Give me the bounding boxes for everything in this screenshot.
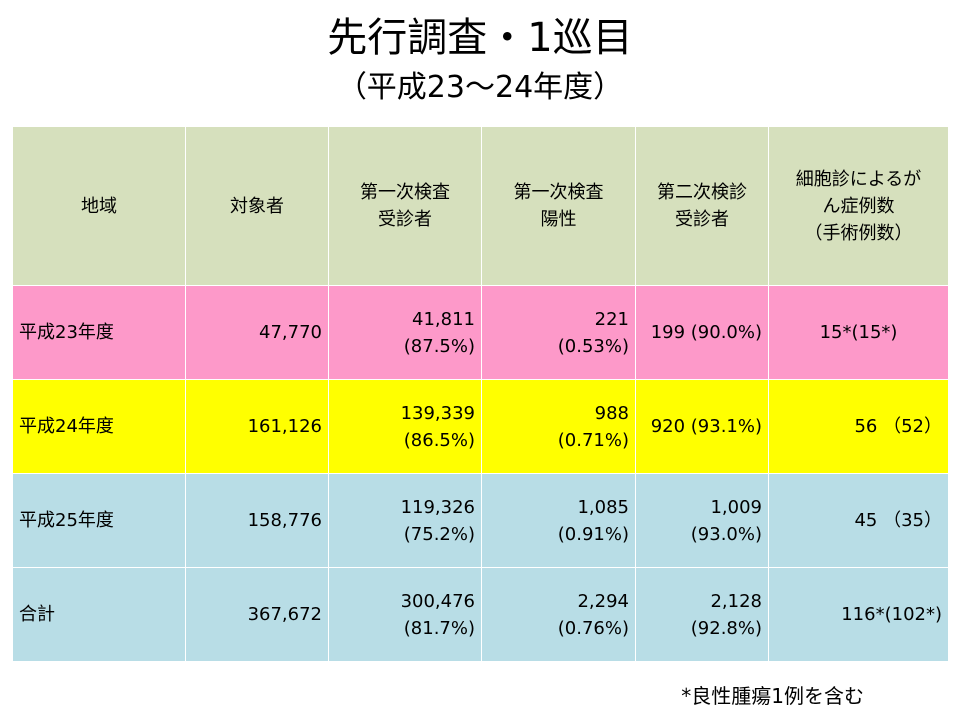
cell-text: 2,294 xyxy=(577,590,629,612)
cell-text: 1,009 xyxy=(710,496,762,518)
header-target: 対象者 xyxy=(185,126,329,286)
cell-text: 221 xyxy=(594,308,629,330)
cell-text: 合計 xyxy=(19,604,55,625)
cell-target: 158,776 xyxy=(185,473,329,568)
cell-text: 139,339 xyxy=(400,402,475,424)
cell-text: (93.0%) xyxy=(690,523,762,545)
cell-first-exam: 119,326 (75.2%) xyxy=(328,473,482,568)
cell-text: 56 （52） xyxy=(854,416,942,437)
cell-text: (0.76%) xyxy=(557,617,629,639)
cell-text: 158,776 xyxy=(247,510,322,531)
header-first-positive: 第一次検査 陽性 xyxy=(481,126,636,286)
cell-first-positive: 988 (0.71%) xyxy=(481,379,636,474)
cell-text: (75.2%) xyxy=(403,523,475,545)
cell-region: 平成23年度 xyxy=(12,285,186,380)
cell-region: 平成24年度 xyxy=(12,379,186,474)
cell-text: (87.5%) xyxy=(403,335,475,357)
page-subtitle: （平成23～24年度） xyxy=(336,70,624,105)
cell-text: (0.71%) xyxy=(557,429,629,451)
cell-text: 47,770 xyxy=(259,322,322,343)
cell-text: 41,811 xyxy=(412,308,475,330)
cell-first-exam: 41,811 (87.5%) xyxy=(328,285,482,380)
cell-second-exam: 1,009 (93.0%) xyxy=(635,473,769,568)
cell-text: 988 xyxy=(594,402,629,424)
cell-text: 平成23年度 xyxy=(19,322,114,343)
header-row: 地域 対象者 第一次検査 受診者 第一次検査 陽性 第二次検診 受診者 細胞診に… xyxy=(12,126,949,286)
cell-first-positive: 2,294 (0.76%) xyxy=(481,567,636,662)
header-text: 細胞診によるが xyxy=(795,168,922,190)
header-text: 陽性 xyxy=(540,209,577,230)
cell-text: 平成25年度 xyxy=(19,510,114,531)
header-first-exam: 第一次検査 受診者 xyxy=(328,126,482,286)
cell-target: 47,770 xyxy=(185,285,329,380)
cell-first-exam: 139,339 (86.5%) xyxy=(328,379,482,474)
cell-target: 161,126 xyxy=(185,379,329,474)
header-text: （手術例数） xyxy=(804,222,913,244)
header-region: 地域 xyxy=(12,126,186,286)
header-text: 第一次検査 xyxy=(360,182,450,203)
table-row-h25: 平成25年度 158,776 119,326 (75.2%) 1,085 (0.… xyxy=(12,473,949,568)
cell-first-positive: 221 (0.53%) xyxy=(481,285,636,380)
header-text: 対象者 xyxy=(230,195,284,217)
cell-text: 116*(102*) xyxy=(841,604,942,625)
cell-text: 367,672 xyxy=(247,604,322,625)
cell-region: 合計 xyxy=(12,567,186,662)
cell-cancer-cases: 15*(15*) xyxy=(768,285,949,380)
page-title: 先行調査・1巡目 xyxy=(327,15,633,61)
header-text: ん症例数 xyxy=(822,195,895,217)
cell-text: (0.53%) xyxy=(557,335,629,357)
header-text: 受診者 xyxy=(675,209,729,230)
cell-target: 367,672 xyxy=(185,567,329,662)
cell-text: 45 （35） xyxy=(854,510,942,531)
table-row-h24: 平成24年度 161,126 139,339 (86.5%) 988 (0.71… xyxy=(12,379,949,474)
cell-cancer-cases: 56 （52） xyxy=(768,379,949,474)
cell-first-positive: 1,085 (0.91%) xyxy=(481,473,636,568)
cell-text: 1,085 xyxy=(577,496,629,518)
cell-first-exam: 300,476 (81.7%) xyxy=(328,567,482,662)
cell-text: 119,326 xyxy=(400,496,475,518)
cell-text: (92.8%) xyxy=(690,617,762,639)
cell-text: (0.91%) xyxy=(557,523,629,545)
cell-second-exam: 199 (90.0%) xyxy=(635,285,769,380)
cell-text: 161,126 xyxy=(247,416,322,437)
cell-cancer-cases: 45 （35） xyxy=(768,473,949,568)
table-row-h23: 平成23年度 47,770 41,811 (87.5%) 221 (0.53%)… xyxy=(12,285,949,380)
cell-text: (81.7%) xyxy=(403,617,475,639)
cell-text: 平成24年度 xyxy=(19,416,114,437)
cell-text: 199 (90.0%) xyxy=(650,322,762,343)
cell-second-exam: 920 (93.1%) xyxy=(635,379,769,474)
cell-text: 15*(15*) xyxy=(819,322,898,343)
cell-text: 2,128 xyxy=(710,590,762,612)
survey-table: 地域 対象者 第一次検査 受診者 第一次検査 陽性 第二次検診 受診者 細胞診に… xyxy=(12,126,949,662)
cell-text: 300,476 xyxy=(400,590,475,612)
header-text: 第一次検査 xyxy=(513,182,604,203)
cell-text: (86.5%) xyxy=(403,429,475,451)
cell-cancer-cases: 116*(102*) xyxy=(768,567,949,662)
footnote: *良性腫瘍1例を含む xyxy=(681,684,864,708)
cell-region: 平成25年度 xyxy=(12,473,186,568)
cell-text: 920 (93.1%) xyxy=(650,416,762,437)
cell-second-exam: 2,128 (92.8%) xyxy=(635,567,769,662)
table-row-total: 合計 367,672 300,476 (81.7%) 2,294 (0.76%)… xyxy=(12,567,949,662)
header-cancer-cases: 細胞診によるが ん症例数 （手術例数） xyxy=(768,126,949,286)
header-text: 地域 xyxy=(81,195,117,217)
header-second-exam: 第二次検診 受診者 xyxy=(635,126,769,286)
header-text: 受診者 xyxy=(378,209,432,230)
header-text: 第二次検診 xyxy=(657,182,747,203)
